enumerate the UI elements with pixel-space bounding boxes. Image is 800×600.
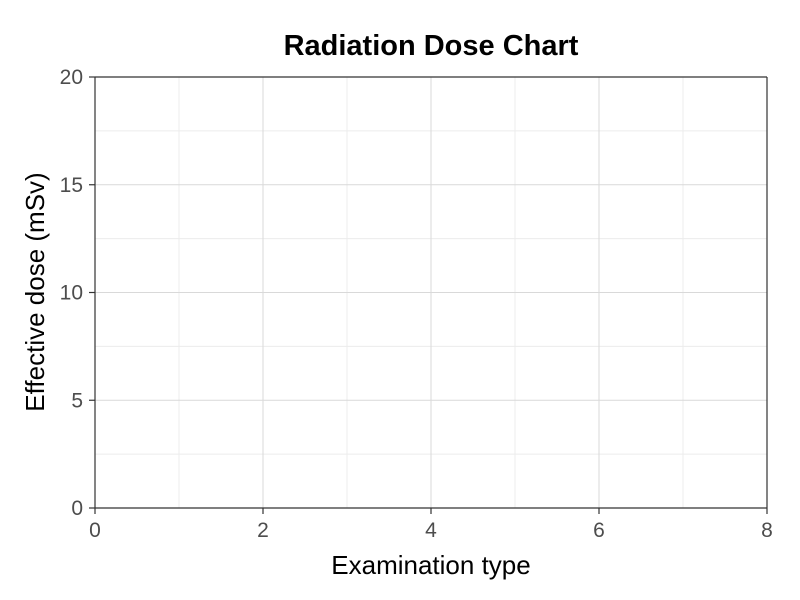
x-tick-label: 6 <box>593 519 605 542</box>
grid-layer <box>94 76 768 509</box>
x-tick-label: 4 <box>425 519 437 542</box>
x-tick-label: 2 <box>257 519 269 542</box>
y-tick-label: 5 <box>71 389 83 412</box>
y-tick-label: 20 <box>60 66 83 89</box>
y-axis-label: Effective dose (mSv) <box>20 172 50 411</box>
x-tick-label: 8 <box>761 519 773 542</box>
x-tick-label: 0 <box>89 519 101 542</box>
tick-layer: 0 2 4 6 8 0 5 10 15 20 <box>60 66 773 542</box>
y-tick-label: 15 <box>60 174 83 197</box>
y-tick-label: 0 <box>71 497 83 520</box>
x-axis-label: Examination type <box>331 550 530 580</box>
chart-title: Radiation Dose Chart <box>284 30 579 62</box>
y-tick-label: 10 <box>60 282 83 305</box>
